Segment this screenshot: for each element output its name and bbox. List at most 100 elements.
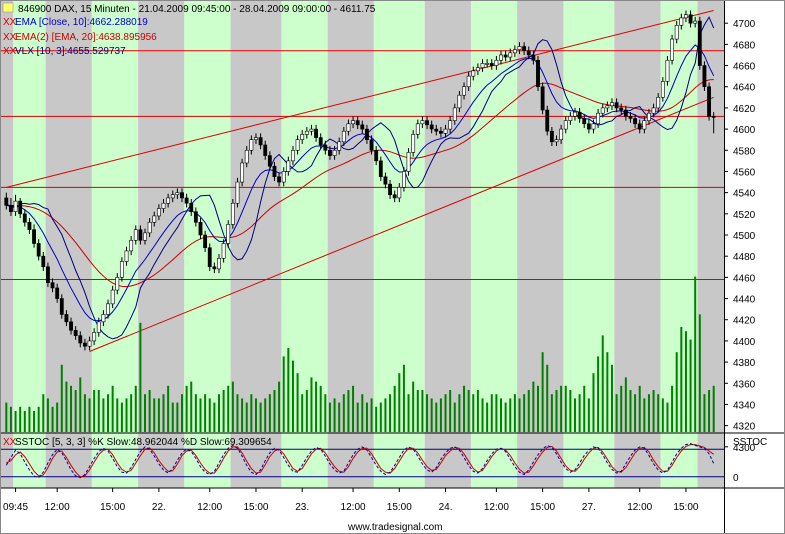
volume-bar <box>592 373 595 432</box>
volume-bar <box>634 394 637 432</box>
candle-down <box>711 116 716 118</box>
volume-bar <box>51 406 54 432</box>
volume-bar <box>389 394 392 432</box>
candle-up <box>156 208 161 217</box>
session-band-gray <box>697 1 724 488</box>
candle-down <box>392 194 397 199</box>
candle-down <box>536 59 540 88</box>
volume-bar <box>486 402 489 432</box>
time-axis-ticks: 09:45 12:00 15:00 22. 12:00 15:00 23. 12:00 15:0… <box>3 488 699 513</box>
candle-down <box>688 14 693 24</box>
candle-up <box>337 141 342 151</box>
volume-bar <box>412 381 415 432</box>
candle-down <box>258 137 263 146</box>
candle-down <box>27 221 32 231</box>
volume-bar <box>402 364 405 432</box>
candle-down <box>503 54 508 58</box>
candle-up <box>115 277 120 291</box>
volume-bar <box>435 402 438 432</box>
volume-bar <box>398 373 401 432</box>
candle-up <box>244 149 249 164</box>
candle-up <box>674 24 679 40</box>
volume-bar <box>19 406 22 432</box>
candle-up <box>411 134 416 153</box>
volume-bar <box>204 394 207 432</box>
candle-up <box>573 111 577 117</box>
candle-up <box>119 261 124 278</box>
volume-bar <box>217 394 220 432</box>
volume-bar <box>185 385 188 432</box>
volume-bar <box>444 394 447 432</box>
candle-down <box>184 197 189 204</box>
candle-up <box>406 152 411 172</box>
ema10-line <box>6 44 715 322</box>
candle-up <box>254 137 258 140</box>
candle-down <box>189 202 194 213</box>
candle-up <box>226 224 231 244</box>
candle-up <box>462 86 466 96</box>
candle-down <box>180 192 184 199</box>
price-tick-label: 4340 <box>733 400 756 411</box>
candle-up <box>647 112 651 121</box>
time-tick-label: 12:00 <box>627 502 652 513</box>
volume-bar <box>74 390 77 432</box>
candle-up <box>129 239 134 252</box>
candle-down <box>623 109 628 117</box>
volume-bar <box>490 394 493 432</box>
volume-bar <box>578 394 581 432</box>
candle-down <box>702 65 707 88</box>
volume-bar <box>278 381 281 432</box>
volume-bar <box>5 402 8 432</box>
volume-bar <box>698 314 701 432</box>
candle-down <box>489 63 494 66</box>
candle-up <box>96 321 101 333</box>
volume-bar <box>652 390 655 432</box>
candle-up <box>457 94 462 109</box>
volume-bar <box>601 335 604 432</box>
volume-bar <box>361 394 364 432</box>
price-tick-label: 4440 <box>733 295 756 306</box>
candle-down <box>198 221 203 236</box>
volume-bar <box>504 402 507 432</box>
volume-bar <box>453 402 456 432</box>
legend-ema20-label: EMA(2) [EMA, 20]:4638.895956 <box>15 32 157 43</box>
volume-bar <box>241 398 244 432</box>
volume-bar <box>301 394 304 432</box>
volume-bar <box>555 390 558 432</box>
time-tick-label: 15:00 <box>387 502 412 513</box>
volume-bar <box>97 390 100 432</box>
volume-bars <box>5 276 715 432</box>
volume-bar <box>328 402 331 432</box>
candle-down <box>36 243 41 257</box>
volume-bar <box>83 394 86 432</box>
channel-line <box>89 96 714 352</box>
volume-bar <box>171 402 174 432</box>
volume-bar <box>675 352 678 432</box>
volume-bar <box>46 398 49 432</box>
candle-down <box>438 130 443 134</box>
candle-up <box>110 289 115 305</box>
price-tick-label: 4540 <box>733 189 756 200</box>
volume-bar <box>509 398 512 432</box>
volume-bar <box>107 394 110 432</box>
volume-bar <box>463 385 466 432</box>
volume-bar <box>694 276 697 432</box>
price-tick-label: 4660 <box>733 62 756 73</box>
volume-bar <box>222 390 225 432</box>
candle-up <box>415 123 420 135</box>
volume-bar <box>310 377 313 432</box>
chart-title: 846900 DAX, 15 Minuten - 21.04.2009 09:4… <box>18 4 376 15</box>
candle-up <box>485 63 490 65</box>
price-tick-label: 4560 <box>733 167 756 178</box>
volume-bar <box>33 411 36 432</box>
volume-bar <box>148 390 151 432</box>
candle-up <box>124 250 129 262</box>
volume-bar <box>523 394 526 432</box>
candle-up <box>596 112 601 125</box>
moving-average-lines <box>6 16 715 340</box>
volume-bar <box>573 398 576 432</box>
volume-bar <box>28 406 31 432</box>
price-tick-label: 4680 <box>733 40 756 51</box>
candle-up <box>133 229 138 241</box>
candle-down <box>545 109 550 132</box>
